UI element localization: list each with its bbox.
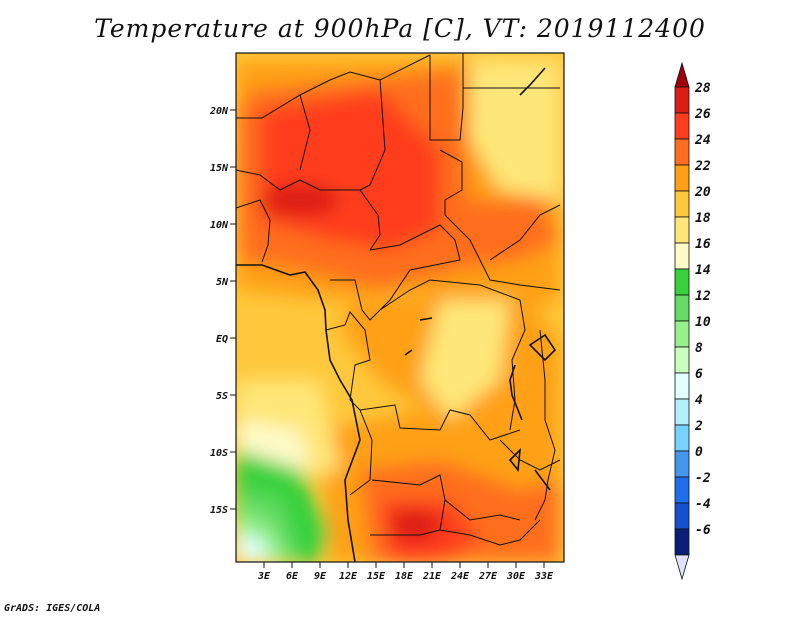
colorbar-label: 20 xyxy=(694,185,711,200)
colorbar-label: 2 xyxy=(694,419,703,434)
colorbar-swatch xyxy=(674,502,690,530)
colorbar-swatch xyxy=(674,216,690,244)
colorbar-label: -2 xyxy=(695,471,711,486)
coastlines-lakes xyxy=(236,67,557,562)
colorbar-label: 14 xyxy=(695,263,711,278)
colorbar-label: 24 xyxy=(694,133,711,148)
colorbar-swatch xyxy=(674,112,690,140)
colorbar-swatch xyxy=(674,242,690,270)
grads-credit: GrADS: IGES/COLA xyxy=(4,603,101,614)
colorbar-swatch xyxy=(674,346,690,374)
lat-axis: 20N 15N 10N 5N EQ 5S 10S 15S xyxy=(209,106,236,516)
lat-tick-label: 15S xyxy=(210,505,228,516)
lon-axis: 3E 6E 9E 12E 15E 18E 21E 24E 27E 30E 33E xyxy=(257,562,554,582)
lat-tick-label: EQ xyxy=(216,334,228,345)
lat-tick-label: 5S xyxy=(216,391,228,402)
colorbar-swatch xyxy=(674,164,690,192)
map-frame xyxy=(235,52,565,563)
colorbar-label: 18 xyxy=(695,211,711,226)
temperature-field xyxy=(236,53,564,562)
colorbar-label: 6 xyxy=(695,367,703,382)
colorbar-label: 10 xyxy=(695,315,711,330)
colorbar-swatch xyxy=(674,268,690,296)
colorbar-swatch xyxy=(674,294,690,322)
colorbar-label: 22 xyxy=(694,159,711,174)
colorbar-swatch xyxy=(674,320,690,348)
colorbar-label: 26 xyxy=(694,107,711,122)
colorbar-swatch xyxy=(674,138,690,166)
colorbar-swatch xyxy=(674,528,690,556)
lon-tick-label: 27E xyxy=(478,571,498,582)
colorbar-label: 0 xyxy=(695,445,703,460)
lon-tick-label: 21E xyxy=(422,571,442,582)
colorbar-swatch xyxy=(674,476,690,504)
lon-tick-label: 30E xyxy=(506,571,526,582)
lon-tick-label: 33E xyxy=(534,571,554,582)
lon-tick-label: 18E xyxy=(395,571,414,582)
colorbar-label: -6 xyxy=(695,523,711,538)
colorbar-label: 16 xyxy=(695,237,711,252)
map-title: Temperature at 900hPa [C], VT: 201911240… xyxy=(94,14,706,43)
lat-tick-label: 5N xyxy=(216,277,229,288)
colorbar-swatch xyxy=(674,424,690,452)
colorbar-label: 12 xyxy=(695,289,711,304)
lat-tick-label: 15N xyxy=(210,163,229,174)
colorbar-bottom-arrow xyxy=(674,554,690,581)
lat-tick-label: 20N xyxy=(209,106,229,117)
colorbar-swatch xyxy=(674,190,690,218)
colorbar-label: 8 xyxy=(695,341,703,356)
lon-tick-label: 6E xyxy=(286,571,299,582)
colorbar-swatch xyxy=(674,398,690,426)
colorbar-top-arrow xyxy=(674,61,690,88)
country-borders xyxy=(236,53,561,546)
lon-tick-label: 12E xyxy=(339,571,358,582)
colorbar-swatch xyxy=(674,86,690,114)
lat-tick-label: 10S xyxy=(210,448,228,459)
lon-tick-label: 9E xyxy=(314,571,327,582)
lon-tick-label: 24E xyxy=(450,571,470,582)
colorbar-label: -4 xyxy=(695,497,711,512)
lat-tick-label: 10N xyxy=(210,220,229,231)
colorbar-swatch xyxy=(674,450,690,478)
lon-tick-label: 15E xyxy=(367,571,386,582)
lon-tick-label: 3E xyxy=(257,571,271,582)
colorbar-label: 28 xyxy=(694,81,711,96)
colorbar-swatch xyxy=(674,372,690,400)
colorbar-label: 4 xyxy=(695,393,703,408)
